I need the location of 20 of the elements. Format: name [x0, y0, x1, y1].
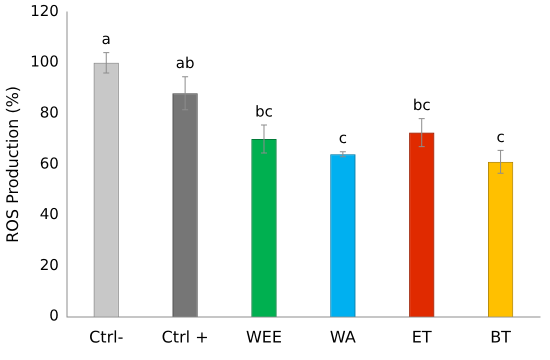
- y-tick-label: 120: [30, 2, 59, 20]
- y-tick-label: 40: [40, 205, 59, 224]
- x-tick-label: ET: [412, 328, 432, 347]
- x-tick-label: Ctrl +: [162, 328, 209, 347]
- annotation: bc: [412, 96, 431, 114]
- y-tick-label: 0: [49, 306, 59, 325]
- y-tick-label: 20: [40, 256, 59, 274]
- x-tick-label: WA: [330, 328, 356, 347]
- x-tick-label: WEE: [246, 328, 282, 347]
- y-tick-label: 60: [40, 154, 59, 172]
- y-tick-label: 80: [40, 103, 59, 122]
- y-axis-title: ROS Production (%): [2, 86, 22, 243]
- annotation: a: [102, 30, 111, 48]
- y-tick-label: 100: [30, 52, 59, 71]
- annotation: bc: [255, 102, 273, 120]
- annotation: c: [496, 128, 505, 146]
- x-tick-label: BT: [490, 328, 512, 347]
- annotation: c: [338, 129, 347, 148]
- annotation: ab: [176, 54, 194, 72]
- x-tick-label: Ctrl-: [89, 328, 124, 347]
